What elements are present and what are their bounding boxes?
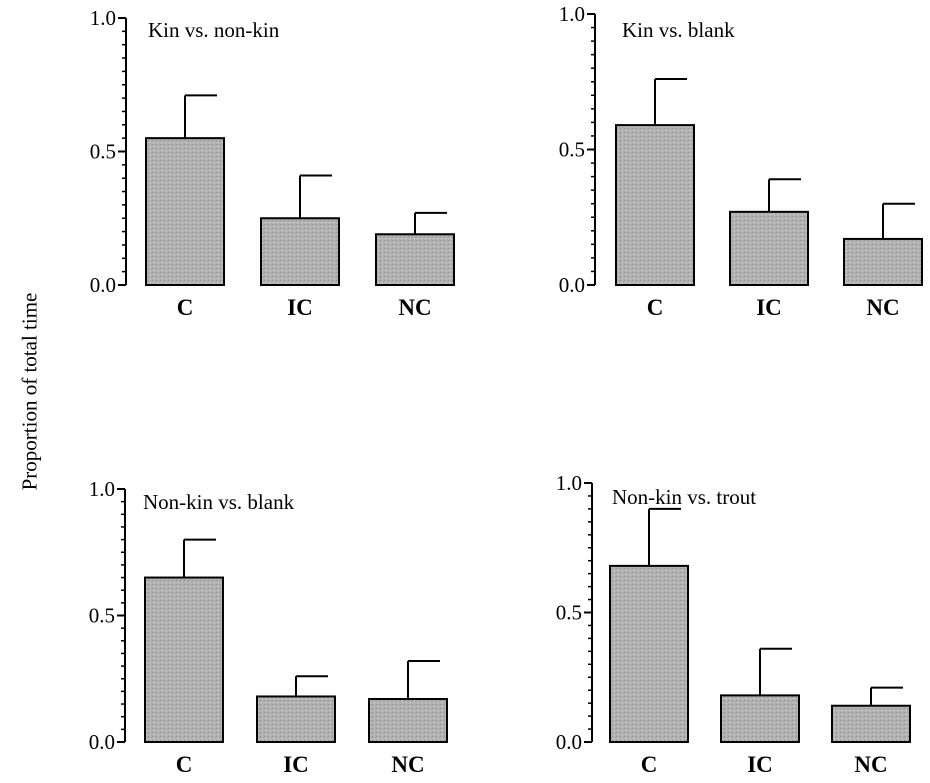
bar-ic (720, 694, 800, 744)
x-category-label: IC (283, 752, 309, 777)
y-tick-label: 1.0 (559, 2, 585, 26)
x-category-label: IC (287, 295, 313, 320)
bar-c (145, 137, 225, 286)
bar-ic (260, 217, 340, 286)
bar-nc (368, 697, 448, 743)
bar-ic (256, 695, 336, 744)
y-tick-label: 1.0 (556, 471, 582, 495)
y-tick-label: 0.0 (556, 730, 582, 754)
chart-title: Non-kin vs. trout (612, 485, 756, 509)
y-tick-label: 1.0 (90, 6, 116, 30)
y-tick-label: 0.5 (559, 138, 585, 162)
bar-ic (729, 210, 809, 286)
bar-nc (831, 704, 911, 743)
chart-title: Non-kin vs. blank (143, 490, 295, 514)
bar-c (144, 576, 224, 743)
x-category-label: NC (391, 752, 424, 777)
x-category-label: IC (747, 752, 773, 777)
chart-title: Kin vs. blank (622, 18, 735, 42)
chart-panel-3: 0.0 0.5 1.0 Non-kin vs. blank C IC NC (89, 477, 448, 777)
y-tick-label: 0.0 (90, 273, 116, 297)
y-tick-label: 1.0 (89, 477, 115, 501)
x-category-label: C (647, 295, 664, 320)
y-tick-label: 0.5 (90, 140, 116, 164)
bar-nc (375, 233, 455, 287)
bar-nc (843, 237, 923, 286)
y-tick-label: 0.0 (559, 273, 585, 297)
x-category-label: C (176, 752, 193, 777)
chart-title: Kin vs. non-kin (148, 18, 280, 42)
x-category-label: NC (398, 295, 431, 320)
x-category-label: IC (756, 295, 782, 320)
bar-c (609, 564, 689, 743)
x-category-label: C (641, 752, 658, 777)
x-category-label: NC (854, 752, 887, 777)
chart-panel-2: 0.0 0.5 1.0 Kin vs. blank C IC NC (559, 2, 923, 320)
chart-panel-4: 0.0 0.5 1.0 Non-kin vs. trout C IC NC (556, 471, 911, 777)
y-tick-label: 0.5 (556, 601, 582, 625)
x-category-label: C (177, 295, 194, 320)
x-category-label: NC (866, 295, 899, 320)
bar-c (615, 124, 695, 286)
y-tick-label: 0.5 (89, 604, 115, 628)
chart-panel-1: 0.0 0.5 1.0 Kin vs. non-kin C IC NC (90, 6, 455, 320)
y-tick-label: 0.0 (89, 730, 115, 754)
